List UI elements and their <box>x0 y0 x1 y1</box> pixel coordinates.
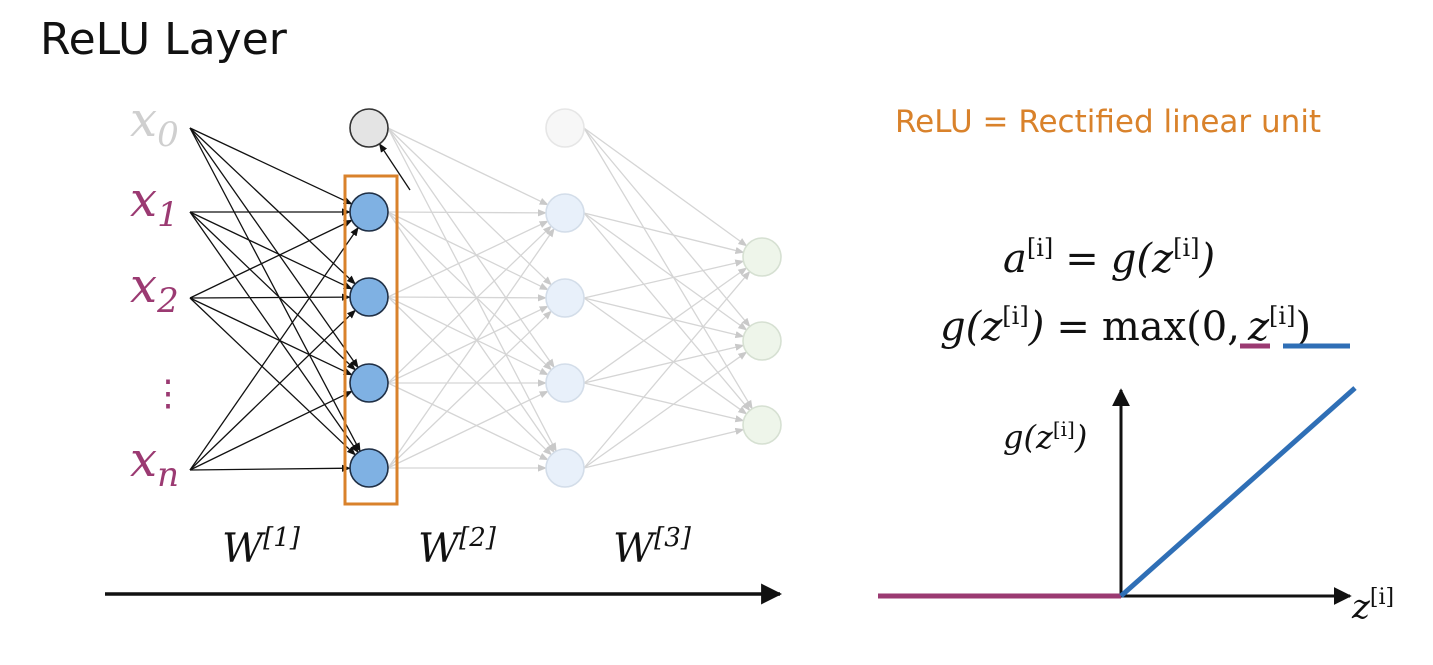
edge-w1 <box>189 127 353 205</box>
node-layer3 <box>742 237 782 277</box>
edge-w2 <box>387 390 549 469</box>
edge-w1 <box>189 211 356 371</box>
edge-w2 <box>387 382 549 461</box>
edge-w3 <box>583 127 748 247</box>
node-layer1 <box>349 363 389 403</box>
input-label-x2: x2 <box>130 258 179 321</box>
edge-w1 <box>189 127 361 452</box>
equation-relu: g(z[i]) = max(0, z[i]) <box>940 302 1311 350</box>
edge-w2 <box>387 211 549 291</box>
edge-w2 <box>387 211 552 371</box>
edge-w1 <box>189 309 356 471</box>
edge-w3 <box>583 267 748 384</box>
edge-w2 <box>387 310 552 469</box>
edge-w2 <box>387 294 547 302</box>
bias-edge <box>378 143 411 191</box>
node-layer1 <box>349 277 389 317</box>
weight-label-w2: W[2] <box>418 523 497 572</box>
network-connections <box>189 127 753 472</box>
edge-w3 <box>583 127 753 410</box>
node-layer3 <box>742 405 782 445</box>
weight-label-w1: W[1] <box>222 523 301 572</box>
edge-w3 <box>583 343 745 384</box>
relu-definition: ReLU = Rectified linear unit <box>895 104 1322 140</box>
edge-w3 <box>583 351 748 469</box>
edge-w1 <box>189 211 353 290</box>
node-layer2 <box>545 193 585 233</box>
edge-w2 <box>387 211 555 454</box>
edge-w1 <box>189 211 359 454</box>
network-nodes <box>349 108 782 488</box>
edge-w1 <box>189 127 356 285</box>
input-label-x0: x0 <box>130 92 179 155</box>
relu-positive-segment <box>1119 386 1357 598</box>
edge-w2 <box>387 305 549 384</box>
node-layer1 <box>349 192 389 232</box>
edge-w1 <box>189 297 356 456</box>
input-label-x1: x1 <box>130 172 179 235</box>
edge-w1 <box>189 127 359 369</box>
edge-w3 <box>583 212 748 331</box>
edge-w1 <box>189 293 351 301</box>
edge-w1 <box>189 390 353 471</box>
edge-w2 <box>387 127 557 452</box>
page-title: ReLU Layer <box>40 14 287 65</box>
edge-w1 <box>189 464 351 472</box>
graph-y-label: g(z[i]) <box>1003 417 1087 456</box>
layer1-highlight-box <box>343 174 399 506</box>
node-layer1 <box>349 448 389 488</box>
edge-w3 <box>583 427 745 469</box>
edge-w1 <box>189 226 359 471</box>
bias-node-layer1 <box>349 108 389 148</box>
input-label-xn: xn <box>130 432 179 495</box>
node-layer2 <box>545 278 585 318</box>
graph-x-label: z[i] <box>1351 585 1394 627</box>
input-ellipsis: ⋮ <box>150 373 186 414</box>
edge-w3 <box>583 382 745 423</box>
edge-w3 <box>583 270 751 469</box>
bias-node-layer2 <box>545 108 585 148</box>
node-layer2 <box>545 363 585 403</box>
node-layer2 <box>545 448 585 488</box>
weight-label-w3: W[3] <box>613 523 692 572</box>
edge-w2 <box>387 296 549 376</box>
edge-w2 <box>387 296 552 456</box>
edge-w1 <box>189 219 353 299</box>
equation-activation: a[i] = g(z[i]) <box>1003 234 1215 282</box>
edge-w3 <box>583 259 745 299</box>
node-layer3 <box>742 321 782 361</box>
edge-w3 <box>583 297 748 415</box>
edge-w1 <box>189 297 353 376</box>
edge-w2 <box>387 127 555 369</box>
edge-w3 <box>583 212 745 255</box>
edge-w2 <box>387 225 552 384</box>
edge-w2 <box>387 227 555 469</box>
edge-w3 <box>583 297 745 339</box>
edge-w3 <box>583 127 751 328</box>
edge-w2 <box>387 209 547 217</box>
edge-w3 <box>583 212 751 412</box>
edge-w2 <box>387 127 549 206</box>
edge-w2 <box>387 220 549 298</box>
edge-w2 <box>387 127 552 286</box>
